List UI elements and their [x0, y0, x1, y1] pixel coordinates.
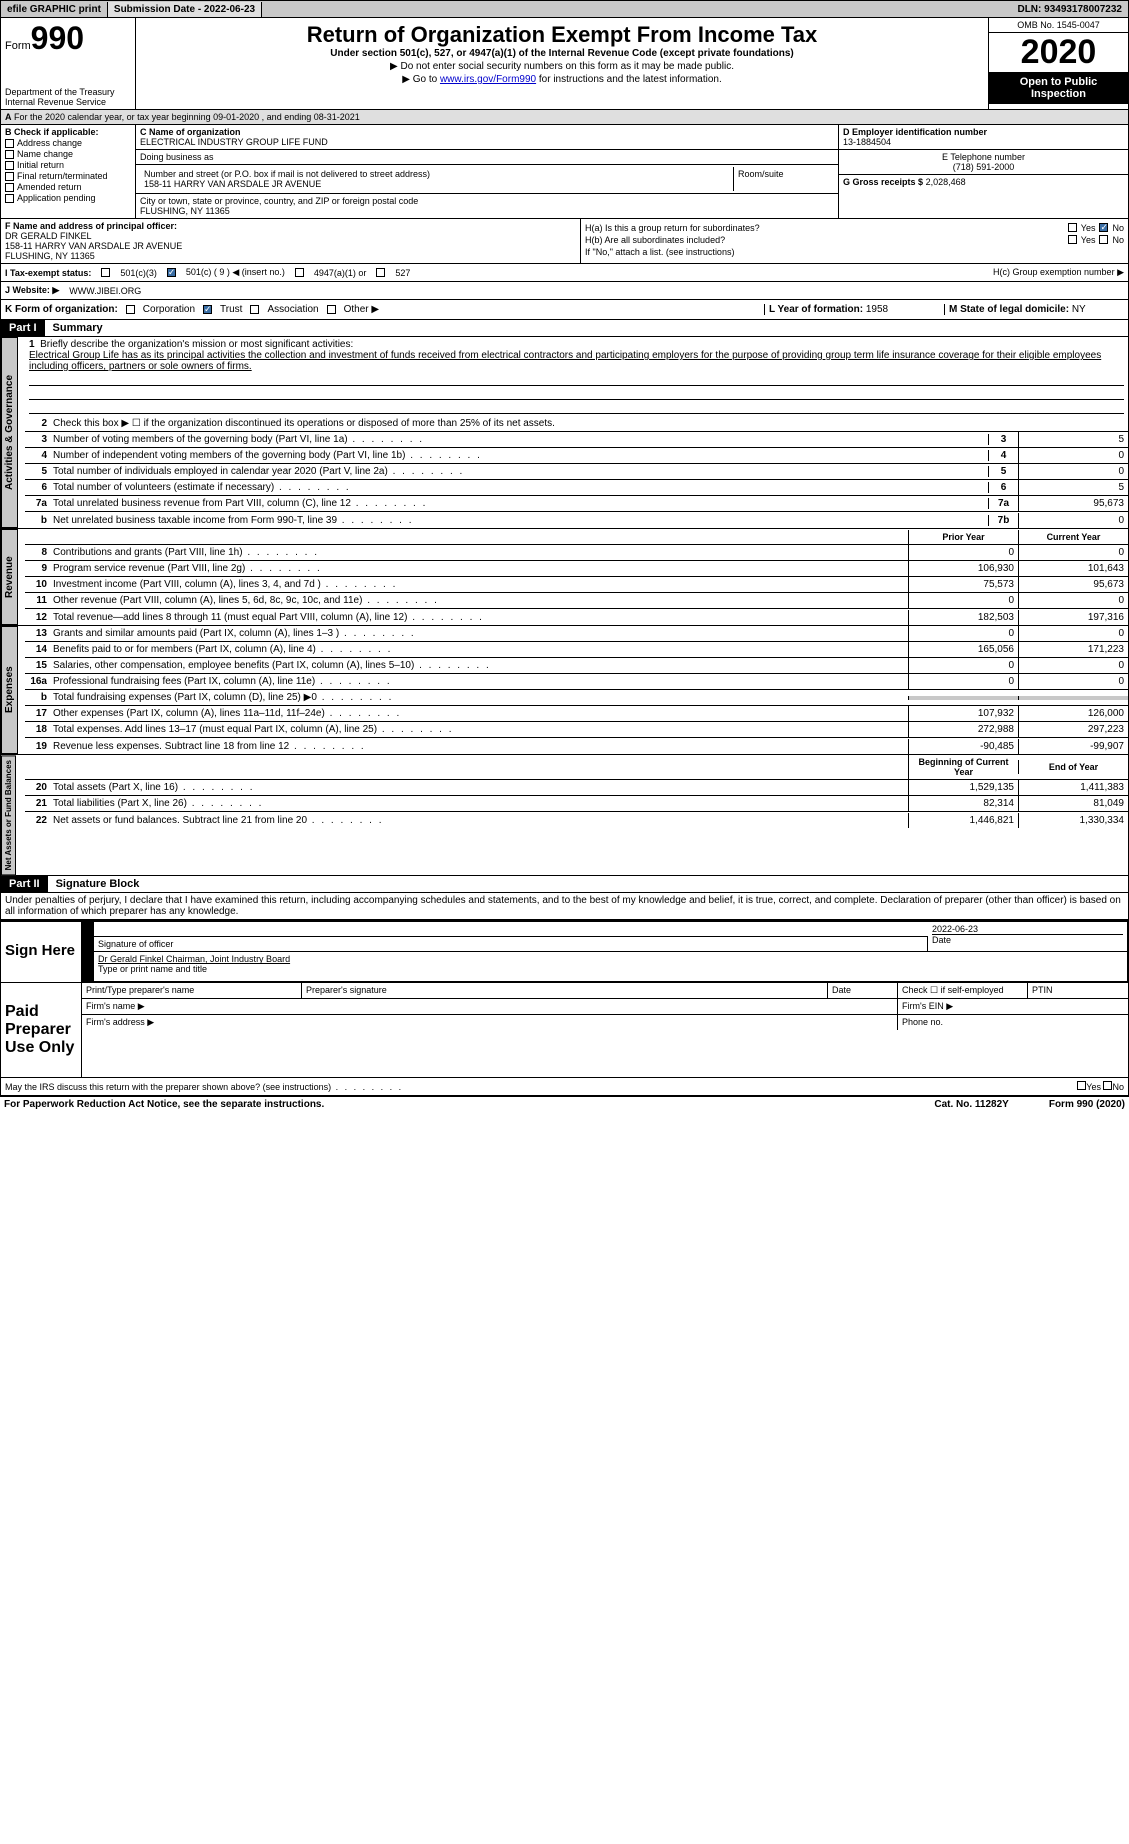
form-number: Form990: [5, 20, 131, 57]
section-h: H(a) Is this a group return for subordin…: [581, 219, 1128, 263]
inspection-label: Open to Public Inspection: [989, 72, 1128, 104]
sign-here-block: Sign Here Signature of officer 2022-06-2…: [0, 920, 1129, 983]
section-f: F Name and address of principal officer:…: [1, 219, 581, 263]
submission-date: Submission Date - 2022-06-23: [108, 2, 262, 17]
efile-label: efile GRAPHIC print: [1, 2, 108, 17]
form-header: Form990 Department of the Treasury Inter…: [0, 18, 1129, 110]
irs-link[interactable]: www.irs.gov/Form990: [440, 74, 536, 85]
ssn-notice: ▶ Do not enter social security numbers o…: [140, 61, 984, 72]
governance-block: Activities & Governance 1 Briefly descri…: [0, 337, 1129, 529]
part2-header: Part II Signature Block: [0, 876, 1129, 893]
discuss-row: May the IRS discuss this return with the…: [0, 1078, 1129, 1096]
form-subtitle: Under section 501(c), 527, or 4947(a)(1)…: [140, 48, 984, 59]
right-info: D Employer identification number13-18845…: [838, 125, 1128, 218]
goto-line: ▶ Go to www.irs.gov/Form990 for instruct…: [140, 74, 984, 85]
part1-header: Part I Summary: [0, 320, 1129, 337]
form-title: Return of Organization Exempt From Incom…: [140, 22, 984, 48]
section-j: J Website: ▶ WWW.JIBEI.ORG: [0, 282, 1129, 300]
section-b: B Check if applicable: Address change Na…: [1, 125, 136, 218]
omb-number: OMB No. 1545-0047: [989, 18, 1128, 33]
section-c: C Name of organizationELECTRICAL INDUSTR…: [136, 125, 838, 218]
penalties-text: Under penalties of perjury, I declare th…: [0, 893, 1129, 920]
section-k-l-m: K Form of organization: Corporation Trus…: [0, 300, 1129, 320]
expenses-block: Expenses 13Grants and similar amounts pa…: [0, 626, 1129, 755]
netassets-block: Net Assets or Fund Balances Beginning of…: [0, 755, 1129, 876]
section-a: A For the 2020 calendar year, or tax yea…: [0, 110, 1129, 125]
page-footer: For Paperwork Reduction Act Notice, see …: [0, 1096, 1129, 1112]
paid-preparer-block: Paid Preparer Use Only Print/Type prepar…: [0, 983, 1129, 1078]
dept-label: Department of the Treasury Internal Reve…: [5, 87, 131, 107]
tax-year: 2020: [989, 33, 1128, 72]
dln-label: DLN: 93493178007232: [1011, 2, 1128, 17]
revenue-block: Revenue Prior Year Current Year 8Contrib…: [0, 529, 1129, 626]
top-toolbar: efile GRAPHIC print Submission Date - 20…: [0, 0, 1129, 18]
section-i: I Tax-exempt status: 501(c)(3) 501(c) ( …: [0, 264, 1129, 282]
